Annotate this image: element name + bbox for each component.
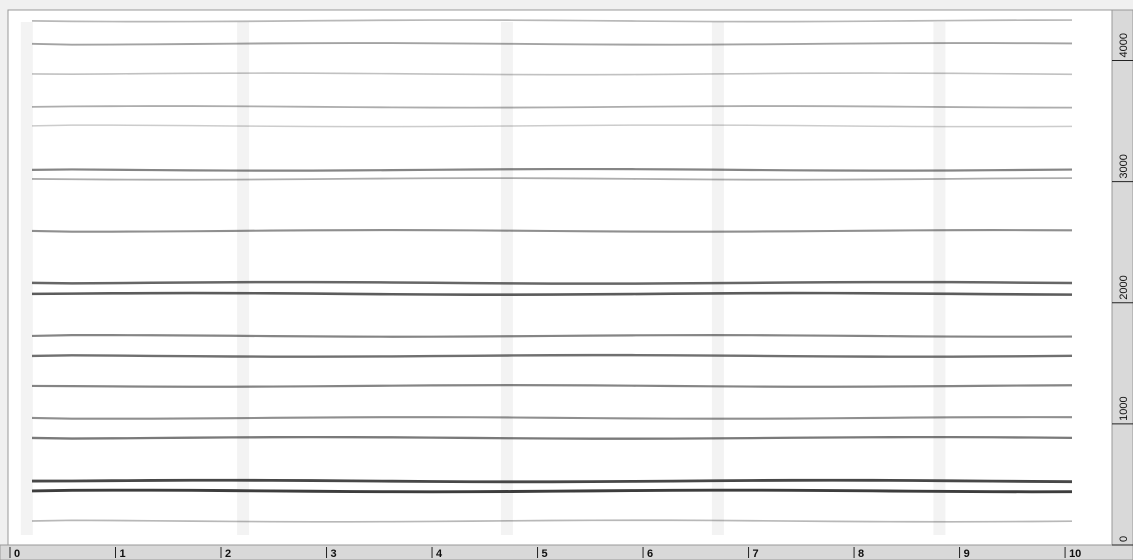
x-tick-label: 5 (542, 548, 548, 560)
x-tick-label: 9 (964, 548, 970, 560)
onset-smear (711, 22, 724, 535)
onset-smear (933, 22, 946, 535)
harmonic-band (31, 167, 1073, 172)
harmonic-band (31, 334, 1073, 338)
harmonic-band (31, 177, 1073, 181)
x-tick-label: 10 (1069, 548, 1081, 560)
x-tick-label: 2 (225, 548, 231, 560)
harmonic-band (31, 488, 1073, 494)
onset-smear (237, 22, 250, 535)
harmonic-band (31, 280, 1073, 285)
harmonic-band (31, 519, 1073, 523)
harmonic-band (31, 229, 1073, 233)
harmonic-band (31, 384, 1073, 388)
x-tick-label: 4 (436, 548, 443, 560)
x-tick-label: 3 (331, 548, 337, 560)
onset-smear (20, 22, 33, 535)
harmonic-band (31, 291, 1073, 296)
x-tick-label: 0 (14, 548, 20, 560)
harmonic-band (31, 124, 1073, 128)
harmonic-band (31, 478, 1073, 484)
onset-smear (500, 22, 513, 535)
x-tick-label: 6 (647, 548, 653, 560)
y-tick-label: 3000 (1118, 154, 1130, 178)
harmonic-band (31, 416, 1073, 420)
y-tick-label: 2000 (1118, 275, 1130, 299)
harmonic-band (31, 72, 1073, 76)
plot-area (7, 9, 1113, 546)
harmonic-band (31, 105, 1073, 109)
harmonic-band (31, 353, 1073, 358)
x-tick-label: 1 (120, 548, 126, 560)
y-tick-label: 1000 (1118, 396, 1130, 420)
y-tick-label: 0 (1118, 536, 1130, 542)
x-tick-label: 7 (753, 548, 759, 560)
x-axis-strip (0, 544, 1133, 560)
harmonic-band (31, 435, 1073, 440)
harmonic-band (31, 19, 1073, 23)
harmonic-band (31, 42, 1073, 46)
x-tick-label: 8 (858, 548, 864, 560)
y-tick-label: 4000 (1118, 33, 1130, 57)
